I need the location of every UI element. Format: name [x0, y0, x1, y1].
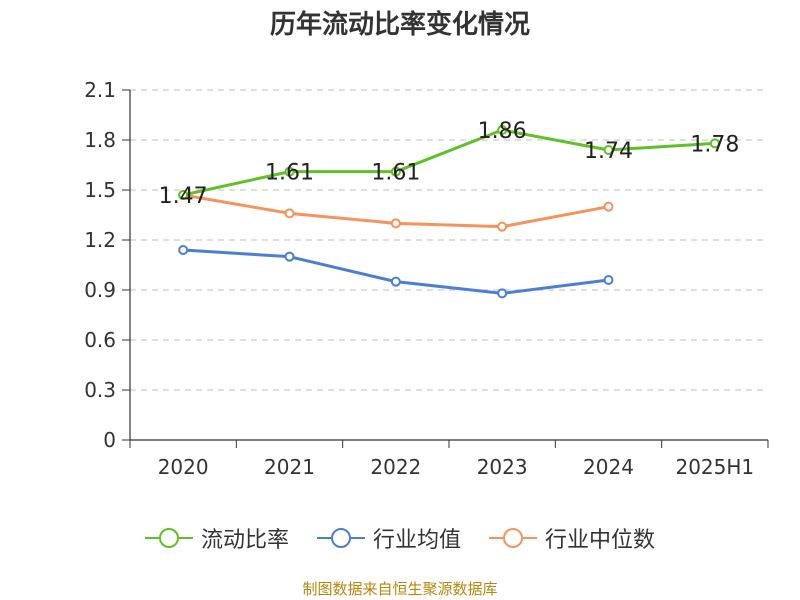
- x-tick-label: 2020: [158, 455, 209, 479]
- x-tick-label: 2023: [477, 455, 528, 479]
- legend-swatch-current-ratio: [144, 528, 193, 548]
- data-labels: 1.47 1.61 1.61 1.86 1.74 1.78: [159, 119, 740, 209]
- data-point: [284, 251, 295, 262]
- x-tick-label: 2024: [583, 455, 634, 479]
- chart-title: 历年流动比率变化情况: [269, 10, 530, 40]
- y-tick-label: 0.6: [84, 328, 116, 352]
- y-tick-label: 1.2: [84, 228, 116, 252]
- legend-swatch-industry-median: [489, 528, 537, 548]
- x-tick-label: 2022: [370, 455, 421, 479]
- data-point: [390, 218, 401, 229]
- y-tick-label: 0: [103, 428, 116, 452]
- legend: 流动比率 行业均值 行业中位数: [0, 520, 800, 556]
- y-tick-label: 1.5: [84, 178, 116, 202]
- y-tick-label: 2.1: [84, 78, 116, 102]
- legend-label-industry-median: 行业中位数: [545, 528, 656, 553]
- data-point: [497, 125, 508, 135]
- source-note: 制图数据来自恒生聚源数据库: [302, 580, 498, 598]
- data-point: [178, 245, 189, 255]
- axes: 0 0.3 0.6 0.9 1.2 1.5 1.8 2.1 2020 2021 2022 2023 20…: [84, 78, 769, 479]
- data-label: 1.78: [690, 132, 739, 157]
- legend-item-industry-mean[interactable]: 行业均值: [316, 522, 461, 554]
- data-point: [390, 276, 401, 287]
- x-tick-label: 2025H1: [675, 455, 754, 479]
- legend-item-industry-median[interactable]: 行业中位数: [489, 522, 655, 554]
- legend-label-current-ratio: 流动比率: [200, 528, 289, 553]
- data-label: 1.47: [159, 184, 208, 209]
- data-point: [390, 166, 401, 177]
- data-label: 1.61: [371, 161, 420, 186]
- data-point: [603, 145, 614, 155]
- data-point: [497, 221, 508, 232]
- legend-swatch-industry-mean: [316, 528, 365, 548]
- data-label: 1.74: [584, 139, 633, 164]
- y-tick-label: 0.9: [84, 278, 116, 302]
- data-point: [603, 275, 614, 285]
- data-point: [284, 208, 295, 219]
- series-line: [182, 128, 715, 197]
- series-line: [183, 248, 609, 295]
- y-tick-label: 1.8: [84, 128, 116, 152]
- data-point: [709, 138, 720, 149]
- series: [178, 125, 720, 299]
- data-point: [603, 201, 614, 212]
- data-point: [284, 166, 295, 177]
- legend-item-current-ratio[interactable]: 流动比率: [144, 522, 289, 554]
- y-tick-label: 0.3: [84, 378, 116, 402]
- data-point: [497, 288, 508, 299]
- data-label: 1.61: [265, 161, 314, 186]
- grid-lines: [130, 89, 768, 391]
- legend-label-industry-mean: 行业均值: [372, 528, 461, 553]
- data-label: 1.86: [478, 119, 527, 144]
- data-point: [178, 190, 189, 200]
- x-tick-label: 2021: [264, 455, 315, 479]
